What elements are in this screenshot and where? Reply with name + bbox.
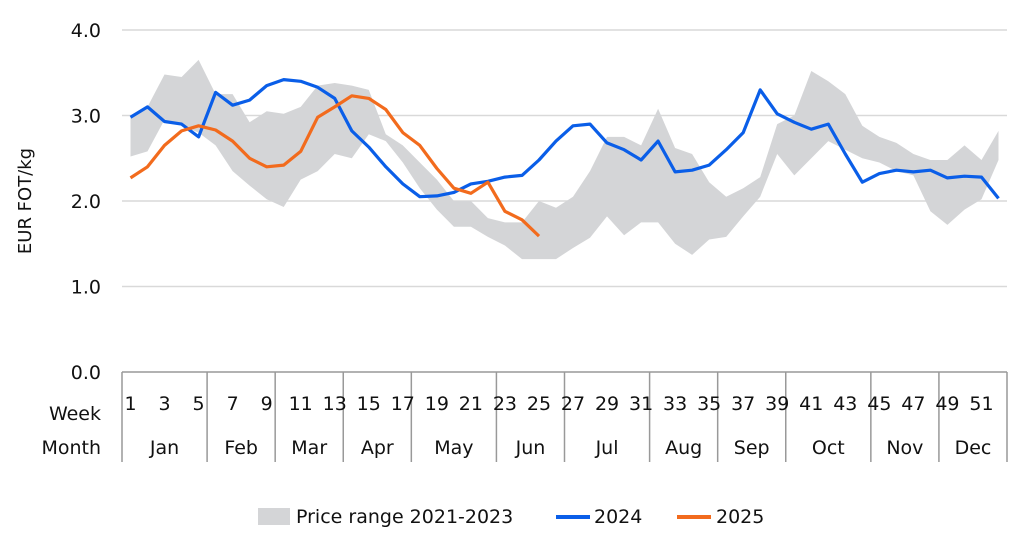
- week-tick-label: 11: [289, 393, 313, 415]
- week-tick-label: 23: [493, 393, 517, 415]
- legend-swatch-range: [258, 508, 290, 525]
- week-tick-label: 49: [935, 393, 959, 415]
- month-label: Jun: [515, 437, 546, 459]
- y-tick-label: 2.0: [71, 191, 101, 213]
- month-label: Sep: [734, 437, 770, 459]
- month-label: Apr: [361, 437, 394, 459]
- month-label: Mar: [291, 437, 327, 459]
- month-label: Jan: [149, 437, 179, 459]
- week-tick-label: 13: [323, 393, 347, 415]
- y-axis: 0.0 1.0 2.0 3.0 4.0: [71, 20, 101, 384]
- week-tick-label: 5: [193, 393, 205, 415]
- week-tick-label: 29: [595, 393, 619, 415]
- price-range-area: [130, 59, 999, 260]
- y-axis-title: EUR FOT/kg: [15, 148, 36, 254]
- week-tick-label: 9: [261, 393, 273, 415]
- price-range-band: [130, 59, 999, 260]
- month-label: Nov: [886, 437, 923, 459]
- week-tick-label: 37: [731, 393, 755, 415]
- week-tick-label: 3: [159, 393, 171, 415]
- month-label: Jul: [595, 437, 619, 459]
- week-tick-label: 25: [527, 393, 551, 415]
- week-tick-label: 7: [227, 393, 239, 415]
- week-tick-label: 41: [799, 393, 823, 415]
- y-tick-label: 1.0: [71, 277, 101, 299]
- legend-label-range: Price range 2021-2023: [296, 506, 513, 528]
- legend-label-2025: 2025: [716, 506, 764, 528]
- legend-label-2024: 2024: [594, 506, 642, 528]
- y-tick-label: 0.0: [71, 362, 101, 384]
- week-tick-label: 27: [561, 393, 585, 415]
- week-tick-label: 47: [901, 393, 925, 415]
- month-label: May: [434, 437, 473, 459]
- month-label: Dec: [955, 437, 992, 459]
- week-tick-label: 35: [697, 393, 721, 415]
- month-label: Aug: [665, 437, 702, 459]
- series-lines: [129, 77, 1000, 238]
- legend: Price range 2021-2023 2024 2025: [258, 506, 764, 528]
- week-tick-label: 21: [459, 393, 483, 415]
- week-row-label: Week: [49, 403, 101, 425]
- y-tick-label: 4.0: [71, 20, 101, 42]
- week-tick-label: 31: [629, 393, 653, 415]
- week-tick-label: 17: [391, 393, 415, 415]
- week-tick-label: 19: [425, 393, 449, 415]
- series-line-2024: [129, 77, 1000, 200]
- week-tick-label: 1: [124, 393, 136, 415]
- week-tick-label: 39: [765, 393, 789, 415]
- week-tick-label: 51: [969, 393, 993, 415]
- week-tick-label: 15: [357, 393, 381, 415]
- week-tick-label: 33: [663, 393, 687, 415]
- series-line-2025: [129, 94, 541, 238]
- month-label: Oct: [812, 437, 845, 459]
- month-label: Feb: [224, 437, 258, 459]
- week-tick-label: 43: [833, 393, 857, 415]
- week-tick-label: 45: [867, 393, 891, 415]
- month-row-label: Month: [41, 437, 101, 459]
- y-tick-label: 3.0: [71, 106, 101, 128]
